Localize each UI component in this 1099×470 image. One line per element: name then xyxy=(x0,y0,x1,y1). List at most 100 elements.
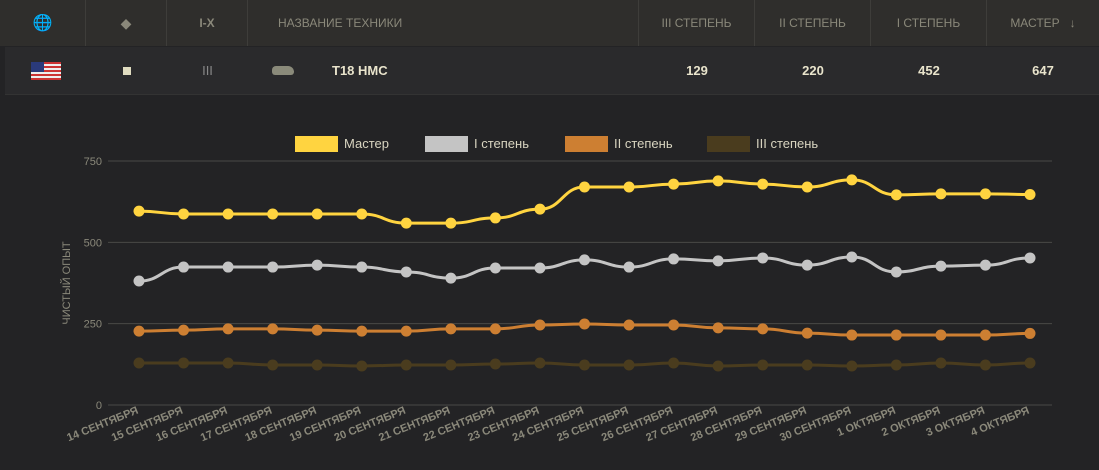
tier-cell: III xyxy=(202,63,213,78)
legend-swatch xyxy=(425,136,468,152)
data-point xyxy=(400,359,412,371)
y-tick-label: 0 xyxy=(96,400,102,412)
data-point xyxy=(534,262,546,274)
data-point xyxy=(579,359,590,371)
legend-swatch xyxy=(707,136,750,152)
class1-column-header[interactable]: I СТЕПЕНЬ xyxy=(871,0,987,46)
usa-flag-icon xyxy=(30,61,61,80)
data-point xyxy=(979,329,991,341)
data-point xyxy=(1024,327,1036,339)
table-row[interactable]: III T18 HMC 129 220 452 647 xyxy=(5,47,1099,95)
data-point xyxy=(178,324,190,336)
data-point xyxy=(267,359,279,371)
legend-swatch xyxy=(295,136,338,152)
data-point xyxy=(267,323,279,335)
data-point xyxy=(445,323,457,335)
data-point xyxy=(222,208,234,220)
data-point xyxy=(178,208,190,220)
vehicle-name: T18 HMC xyxy=(332,63,388,78)
data-point xyxy=(757,323,769,335)
data-point xyxy=(757,252,769,264)
y-tick-label: 250 xyxy=(84,319,102,331)
data-point xyxy=(712,360,724,372)
data-point xyxy=(668,357,680,369)
data-point xyxy=(979,188,991,200)
data-point xyxy=(801,359,813,371)
data-point xyxy=(534,357,546,369)
data-point xyxy=(979,359,991,371)
data-point xyxy=(623,261,635,273)
y-axis-label: ЧИСТЫЙ ОПЫТ xyxy=(60,241,73,324)
data-point xyxy=(178,261,190,273)
data-point xyxy=(1024,252,1036,264)
tier-column-header[interactable]: I-X xyxy=(167,0,248,46)
data-point xyxy=(1024,189,1036,201)
data-point xyxy=(400,266,412,278)
data-point xyxy=(400,325,412,337)
tank-icon xyxy=(248,47,318,94)
data-point xyxy=(178,357,190,369)
vehicle-type-icon: ◆ xyxy=(120,14,132,31)
data-point xyxy=(579,181,590,193)
data-point xyxy=(846,251,858,263)
data-point xyxy=(890,266,902,278)
type-column-header[interactable]: ◆ xyxy=(86,0,167,46)
nation-column-header[interactable]: 🌐 xyxy=(0,0,86,46)
data-point xyxy=(757,178,769,190)
data-point xyxy=(489,323,501,335)
legend-label: I степень xyxy=(474,136,529,151)
data-point xyxy=(712,175,724,187)
class3-value: 129 xyxy=(686,63,708,78)
data-point xyxy=(267,261,279,273)
globe-icon: 🌐 xyxy=(32,15,53,32)
name-column-header[interactable]: НАЗВАНИЕ ТЕХНИКИ xyxy=(248,0,639,46)
data-point xyxy=(267,208,279,220)
data-point xyxy=(757,359,769,371)
data-point xyxy=(846,174,858,186)
data-point xyxy=(356,360,368,372)
data-point xyxy=(311,324,323,336)
y-tick-label: 750 xyxy=(84,156,102,168)
legend-label: Мастер xyxy=(344,136,389,151)
data-point xyxy=(890,359,902,371)
y-tick-label: 500 xyxy=(84,237,102,249)
data-point xyxy=(668,253,680,265)
data-point xyxy=(935,260,947,272)
legend-label: II степень xyxy=(614,136,673,151)
data-point xyxy=(979,259,991,271)
data-point xyxy=(356,208,368,220)
data-point xyxy=(445,272,457,284)
data-point xyxy=(222,357,234,369)
data-point xyxy=(311,359,323,371)
data-point xyxy=(712,322,724,334)
nation-cell xyxy=(5,47,86,94)
data-point xyxy=(489,212,501,224)
data-point xyxy=(801,327,813,339)
data-point xyxy=(935,357,947,369)
type-cell xyxy=(86,47,167,94)
class3-column-header[interactable]: III СТЕПЕНЬ xyxy=(639,0,755,46)
master-label: МАСТЕР xyxy=(1010,16,1060,30)
data-point xyxy=(445,217,457,229)
master-value: 647 xyxy=(1032,63,1054,78)
data-point xyxy=(400,217,412,229)
data-point xyxy=(133,325,145,337)
class2-column-header[interactable]: II СТЕПЕНЬ xyxy=(755,0,871,46)
data-point xyxy=(890,329,902,341)
data-point xyxy=(801,181,813,193)
data-point xyxy=(489,262,501,274)
data-point xyxy=(890,189,902,201)
data-point xyxy=(1024,357,1036,369)
data-point xyxy=(623,319,635,331)
data-point xyxy=(935,329,947,341)
data-point xyxy=(311,259,323,271)
data-point xyxy=(801,259,813,271)
data-point xyxy=(133,205,145,217)
data-point xyxy=(668,178,680,190)
data-point xyxy=(133,275,145,287)
data-point xyxy=(356,325,368,337)
master-column-header[interactable]: МАСТЕР ↓ xyxy=(987,0,1099,46)
data-point xyxy=(579,318,590,330)
data-point xyxy=(534,203,546,215)
